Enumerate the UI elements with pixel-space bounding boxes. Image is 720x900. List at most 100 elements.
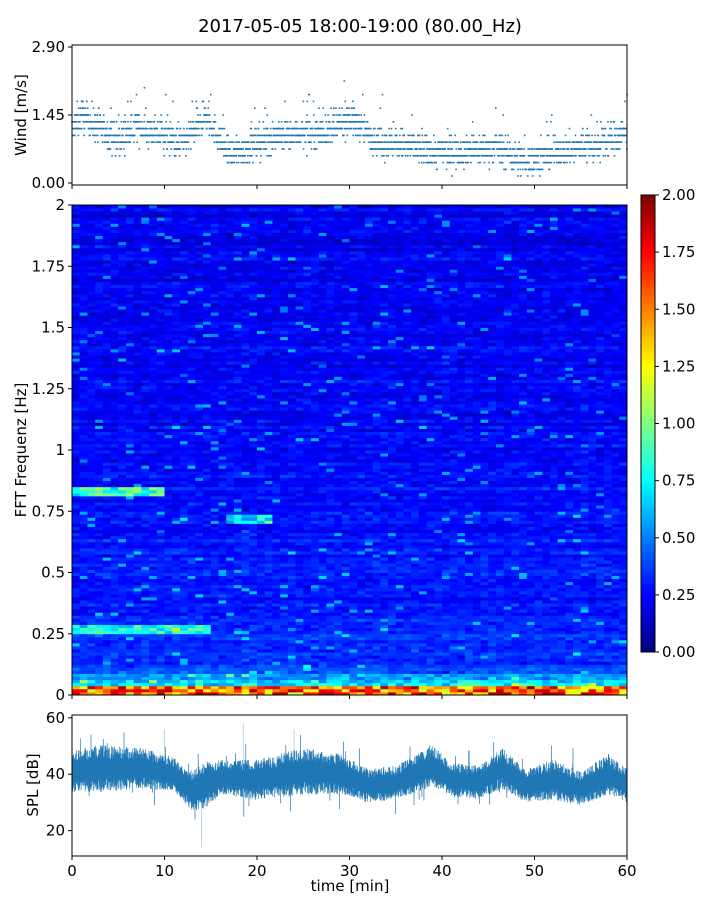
wind-point <box>338 107 341 109</box>
spectrogram-cell <box>349 606 358 610</box>
spectrogram-cell <box>403 649 412 653</box>
spectrogram-cell <box>179 590 189 595</box>
spectrogram-cell <box>187 676 196 681</box>
spectrogram-cell <box>418 642 427 647</box>
spectrogram-cell <box>357 682 366 687</box>
spectrogram-cell <box>187 667 196 671</box>
spectrogram-cell <box>573 600 582 604</box>
wind-point <box>161 127 164 130</box>
spectrogram-cell <box>87 642 96 647</box>
spectrogram-cell <box>480 597 489 601</box>
spectrogram-cell <box>611 593 620 598</box>
spectrogram-cell <box>495 685 505 690</box>
spectrogram-cell <box>442 590 451 595</box>
spectrogram-cell <box>357 676 366 681</box>
wind-point <box>488 161 490 164</box>
spectrogram-cell <box>465 661 474 665</box>
spectrogram-cell <box>118 667 127 671</box>
spectrogram-cell <box>233 646 242 650</box>
wind-point <box>135 121 138 123</box>
spectrogram-cell <box>326 649 335 653</box>
spectrogram-cell <box>488 590 497 595</box>
spectrogram-cell <box>380 627 389 632</box>
spectrogram-cell <box>449 658 458 662</box>
spectrogram-cell <box>264 615 273 619</box>
spectrogram-cell <box>580 670 589 674</box>
spectrogram-cell <box>341 670 350 674</box>
spectrogram-cell <box>326 597 335 601</box>
spectrogram-cell <box>426 630 435 635</box>
wind-point <box>124 114 126 116</box>
spectrogram-cell <box>534 627 543 632</box>
spectrogram-cell <box>187 618 196 622</box>
spectrogram-cell <box>534 670 543 674</box>
wind-point <box>533 148 536 150</box>
spectrogram-cell <box>210 597 219 601</box>
spectrogram-cell <box>434 682 443 687</box>
spectrogram-cell <box>303 584 312 589</box>
spectrogram-cell <box>179 618 189 622</box>
spectrogram-cell <box>141 649 150 653</box>
spectrogram-cell <box>603 658 612 662</box>
spectrogram-cell <box>534 633 543 638</box>
spectrogram-cell <box>179 642 189 647</box>
spectrogram-cell <box>241 593 250 598</box>
wind-point <box>135 127 138 130</box>
spectrogram-cell <box>110 627 119 632</box>
wind-point <box>411 148 414 150</box>
wind-point <box>401 127 404 130</box>
spectrogram-cell <box>488 652 497 656</box>
spectrogram-cell <box>388 630 397 635</box>
spectrogram-cell <box>573 590 582 595</box>
spectrogram-cell <box>426 673 435 678</box>
spectrogram-cell <box>149 649 158 653</box>
spectrogram-cell <box>603 612 612 616</box>
wind-point <box>74 121 77 123</box>
spectrogram-cell <box>187 658 196 662</box>
spectrogram-cell <box>372 670 381 674</box>
wind-point <box>496 148 499 150</box>
spectrogram-cell <box>372 584 381 589</box>
wind-point <box>447 155 450 157</box>
spectrogram-cell <box>372 661 381 665</box>
spectrogram-cell <box>472 639 481 644</box>
wind-point <box>262 148 265 150</box>
spectrogram-cell <box>426 688 435 693</box>
wind-point <box>136 114 138 116</box>
spectrogram-cell <box>357 639 366 644</box>
spectrogram-cell <box>403 685 412 690</box>
spectrogram-cell <box>310 636 320 641</box>
wind-point <box>549 148 551 150</box>
spectrogram-cell <box>118 655 127 659</box>
spectrogram-cell <box>442 606 451 610</box>
spectrogram-cell <box>372 590 381 595</box>
spectrogram-cell <box>573 679 582 684</box>
spectrogram-cell <box>526 658 535 662</box>
wind-point <box>306 114 308 116</box>
spectrogram-cell <box>125 597 135 601</box>
spectrogram-cell <box>519 664 528 668</box>
wind-point <box>316 134 319 137</box>
wind-point <box>439 141 442 143</box>
wind-point <box>298 127 301 130</box>
spectrogram-cell <box>418 627 427 632</box>
spectrogram-cell <box>573 655 582 659</box>
spectrogram-cell <box>118 630 127 635</box>
spectrogram-cell <box>79 621 88 625</box>
spectrogram-cell <box>226 600 235 604</box>
spectrogram-cell <box>526 688 535 693</box>
spectrogram-cell <box>156 590 165 595</box>
wind-point <box>277 134 279 137</box>
spectrogram-cell <box>295 627 304 632</box>
wind-point <box>472 141 474 143</box>
spectrogram-cell <box>349 600 358 604</box>
wind-point <box>452 161 455 164</box>
wind-point <box>606 141 609 143</box>
spectrogram-cell <box>449 661 458 665</box>
wind-point <box>130 127 133 130</box>
spectrogram-cell <box>542 630 551 635</box>
spectrogram-cell <box>110 652 119 656</box>
spectrogram-cell <box>395 655 404 659</box>
spectrogram-cell <box>280 593 289 598</box>
spectrogram-cell <box>557 609 566 613</box>
